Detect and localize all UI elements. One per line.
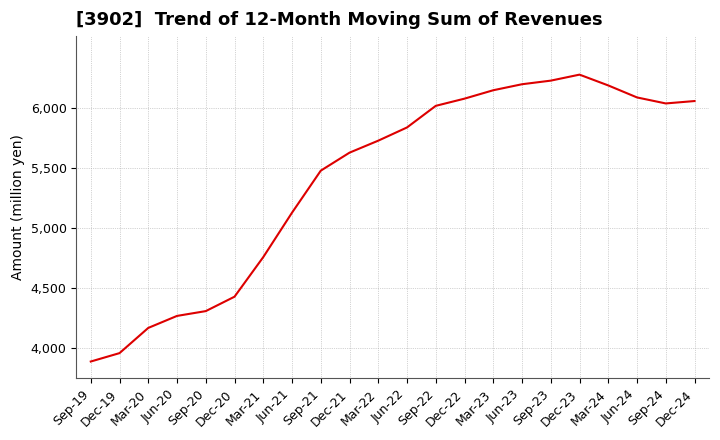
Text: [3902]  Trend of 12-Month Moving Sum of Revenues: [3902] Trend of 12-Month Moving Sum of R… [76, 11, 603, 29]
Y-axis label: Amount (million yen): Amount (million yen) [11, 134, 25, 280]
